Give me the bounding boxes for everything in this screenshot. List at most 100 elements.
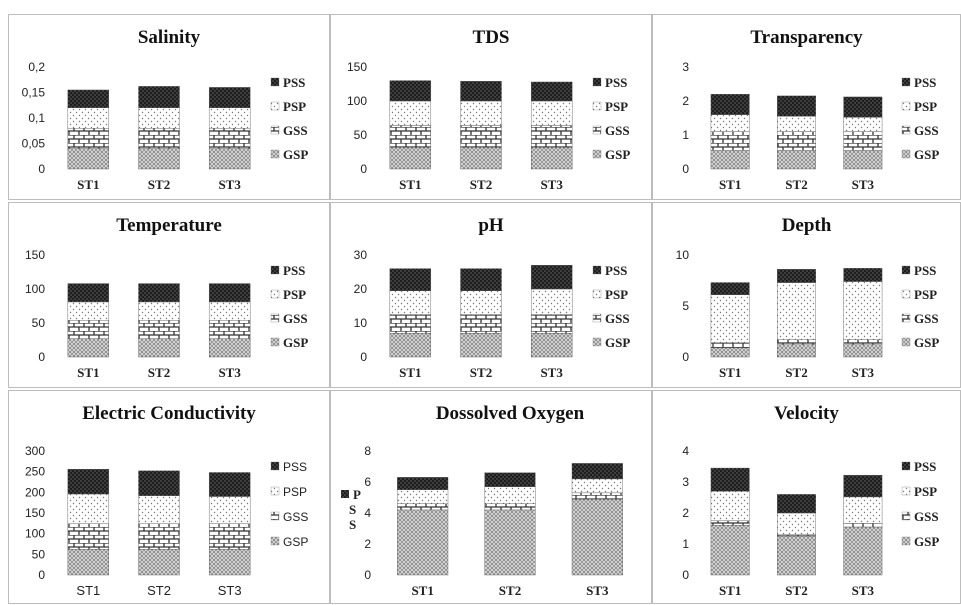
legend-label-psp: PSP (914, 287, 937, 302)
bar-segment-psp (138, 301, 180, 321)
legend-label-pss: PSS (283, 263, 305, 278)
bar-segment-gss (710, 520, 750, 526)
bar-segment-pss (710, 282, 750, 295)
bar-segment-gss (710, 342, 750, 349)
y-tick-label: 0 (38, 350, 45, 364)
y-tick-label: 2 (682, 94, 689, 108)
legend-swatch-psp (270, 486, 280, 496)
bar-segment-pss (777, 95, 816, 117)
bar-segment-pss (843, 474, 883, 498)
bar-segment-gss (530, 314, 573, 334)
bar-segment-gsp (138, 549, 180, 576)
bar-segment-gss (843, 339, 883, 345)
legend-swatch-psp (592, 289, 602, 299)
legend-swatch-pss (270, 461, 280, 471)
bar-segment-psp (710, 294, 750, 343)
x-category-label: ST1 (719, 583, 741, 598)
bar-segment-gss (843, 523, 883, 528)
legend-label-psp: PSP (605, 99, 628, 114)
legend-label-psp: PSP (283, 287, 306, 302)
bar-segment-gss (777, 339, 816, 345)
x-category-label: ST3 (540, 365, 563, 380)
legend-label-gsp: GSP (283, 335, 308, 350)
y-tick-label: 1 (682, 128, 689, 142)
chart-title: Temperature (116, 215, 222, 236)
bar-segment-pss (138, 283, 180, 303)
legend-swatch-psp (592, 101, 602, 111)
y-tick-label: 6 (364, 475, 371, 489)
bar-segment-gsp (710, 347, 750, 358)
bar-segment-gsp (777, 536, 816, 576)
chart-title: TDS (473, 27, 510, 48)
legend-label-gsp: GSP (605, 147, 630, 162)
chart-svg: Temperature 0 50 100 150 ST1 ST2 ST3 PSS PSP GSS GS… (25, 215, 308, 380)
legend-label-gsp: GSP (283, 535, 308, 549)
legend-swatch-gss (270, 125, 280, 135)
bar-segment-pss (208, 283, 251, 303)
bar-segment-psp (777, 282, 816, 340)
legend-swatch-pss (901, 461, 911, 471)
y-tick-label: 0 (360, 350, 367, 364)
x-category-label: ST3 (218, 365, 241, 380)
y-tick-label: 150 (347, 60, 367, 74)
bar-segment-psp (460, 100, 502, 126)
bar-segment-pss (389, 80, 432, 102)
legend-swatch-psp (901, 289, 911, 299)
x-category-label: ST1 (399, 365, 421, 380)
y-tick-label: 100 (25, 527, 45, 541)
chart-panel-ph: pH 0 10 20 30 ST1 ST2 ST3 PSS PSP GSS GSP (330, 202, 652, 388)
y-tick-label: 2 (364, 537, 371, 551)
y-tick-label: 0,15 (22, 86, 46, 100)
bar-segment-gsp (208, 549, 251, 576)
x-category-label: ST1 (719, 365, 741, 380)
legend-swatch-pss (341, 490, 349, 498)
y-tick-label: 100 (25, 282, 45, 296)
y-tick-label: 50 (354, 128, 368, 142)
x-category-label: ST1 (77, 177, 99, 192)
x-category-label: ST1 (76, 583, 100, 598)
legend-label-pss: PSS (283, 75, 305, 90)
bar-segment-psp (843, 281, 883, 340)
chart-title: pH (478, 215, 504, 236)
bar-segment-psp (571, 478, 623, 494)
x-category-label: ST2 (785, 365, 807, 380)
x-category-label: ST3 (852, 177, 875, 192)
bar-segment-gsp (710, 525, 750, 576)
legend-swatch-psp (901, 486, 911, 496)
bar-segment-gsp (843, 344, 883, 358)
y-tick-label: 250 (25, 465, 45, 479)
legend-swatch-gss (592, 313, 602, 323)
bar-segment-gss (777, 131, 816, 151)
chart-svg: Electric Conductivity 0 50 100 150 200 250 300 S… (25, 403, 308, 598)
x-category-label: ST3 (586, 583, 609, 598)
legend-label-psp: PSP (605, 287, 628, 302)
legend-label-fragment: S (349, 502, 356, 517)
y-tick-label: 0,05 (22, 137, 46, 151)
bar-segment-gsp (389, 332, 432, 358)
bar-segment-gss (710, 131, 750, 151)
bar-segment-psp (530, 100, 573, 126)
bar-segment-psp (843, 117, 883, 132)
bar-segment-gss (777, 534, 816, 537)
x-category-label: ST1 (399, 177, 421, 192)
legend-label-pss: PSS (914, 459, 936, 474)
bar-segment-gsp (484, 509, 536, 576)
bar-segment-gss (389, 125, 432, 148)
bar-segment-gss (208, 523, 251, 550)
bar-segment-pss (67, 283, 110, 303)
chart-svg: Depth 0 5 10 ST1 ST2 ST3 PSS PSP GSS GSP (676, 215, 940, 380)
legend-label-gss: GSS (283, 123, 308, 138)
chart-panel-salinity: Salinity 0 0,05 0,1 0,15 0,2 ST1 ST2 ST3 PSS PSP GS… (8, 14, 330, 200)
legend-label-gss: GSS (605, 311, 630, 326)
x-category-label: ST2 (499, 583, 521, 598)
chart-svg: TDS 0 50 100 150 ST1 ST2 ST3 PSS PSP GSS GSP (347, 27, 630, 192)
y-tick-label: 30 (354, 248, 368, 262)
bar-segment-pss (138, 86, 180, 108)
bar-segment-psp (389, 100, 432, 126)
chart-title: Transparency (750, 27, 863, 48)
legend-swatch-gsp (901, 536, 911, 546)
y-tick-label: 10 (354, 316, 368, 330)
y-tick-label: 3 (682, 475, 689, 489)
chart-panel-tds: TDS 0 50 100 150 ST1 ST2 ST3 PSS PSP GSS GSP (330, 14, 652, 200)
bar-segment-gss (397, 503, 449, 511)
